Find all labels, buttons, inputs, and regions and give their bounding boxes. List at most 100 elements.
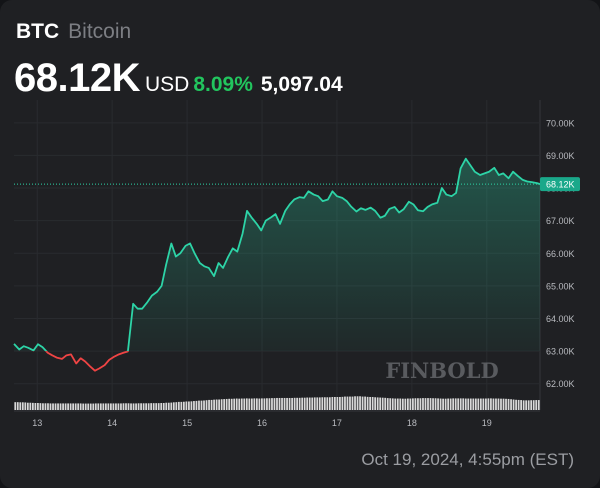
volume-bar [391,398,394,410]
volume-bar [449,398,452,410]
volume-bar [258,398,261,410]
volume-bar [190,401,193,410]
volume-bar [122,403,125,410]
volume-bar [344,396,346,410]
volume-bar [527,400,530,410]
volume-bar [532,400,535,410]
volume-bar [125,403,127,410]
volume-bar [510,399,512,410]
volume-bar [462,398,465,410]
volume-bar [341,396,344,410]
volume-bar [44,403,47,410]
volume-bar [502,398,505,410]
volume-bar [495,398,497,410]
volume-bar [208,399,210,410]
x-tick-label: 17 [332,418,342,428]
volume-bar [99,403,102,410]
y-tick-label: 70.00K [546,118,575,128]
volume-bar [399,398,402,410]
volume-bar [437,398,439,410]
volume-bar [19,402,22,410]
volume-bar [102,403,105,410]
y-tick-label: 66.00K [546,249,575,259]
volume-bar [107,403,110,410]
volume-bar [487,398,490,410]
volume-bar [479,398,482,410]
volume-bar [464,398,467,410]
currency-label: USD [144,73,190,96]
volume-bar [469,398,472,410]
volume-bar [318,397,321,410]
volume-bar [42,403,44,410]
volume-bar [203,400,205,410]
volume-bar [412,398,414,410]
volume-bar [485,398,487,410]
volume-bar [339,396,341,410]
volume-bar [172,402,175,410]
volume-bar [16,402,19,410]
volume-bar [57,403,59,410]
finbold-watermark: FINBOLD [385,358,498,383]
volume-bar [39,403,42,410]
volume-bar [334,396,336,410]
volume-bar [404,398,407,410]
volume-bar [185,401,188,410]
volume-bar [225,398,228,410]
volume-bar [62,403,64,410]
volume-bar [177,401,180,410]
volume-bar [67,403,69,410]
volume-bar [235,398,238,410]
volume-bar [240,398,243,410]
volume-bar [472,398,475,410]
volume-bar [82,403,85,410]
volume-bar [147,403,150,410]
volume-bar [253,398,256,410]
volume-bar [444,398,447,410]
current-price: 68.12K [14,56,140,100]
volume-bar [298,397,301,410]
y-tick-label: 64.00K [546,314,575,324]
volume-bar [371,396,374,410]
volume-bar [351,396,354,410]
volume-bar [537,400,540,410]
volume-bar [170,402,173,410]
volume-bar [104,403,107,410]
volume-bar [74,403,77,410]
volume-bar [59,403,62,410]
volume-bar [401,398,404,410]
volume-bar [52,403,54,410]
asset-name: Bitcoin [68,20,132,43]
volume-bar [434,398,437,410]
volume-bar [477,398,480,410]
volume-bar [459,398,462,410]
volume-bar [165,402,168,410]
volume-bar [31,402,34,410]
x-axis-labels: 13 14 15 16 17 18 19 [32,418,492,428]
volume-bar [72,403,75,410]
volume-bar [316,397,319,410]
ticker-header: BTC Bitcoin [16,20,131,44]
volume-bar [474,398,477,410]
volume-bar [210,399,213,410]
volume-bar [92,403,95,410]
volume-bar [188,401,190,410]
volume-bar [271,398,273,410]
volume-bar [525,400,528,410]
volume-bar [120,403,122,410]
volume-bar [245,398,248,410]
volume-bar [167,402,170,410]
volume-bar [193,401,195,410]
volume-bar [218,399,220,410]
volume-bar [87,403,90,410]
volume-bar [406,398,409,410]
volume-bar [84,403,87,410]
volume-bar [364,396,366,410]
volume-bar [281,397,283,410]
volume-bar [321,397,324,410]
volume-bar [361,396,364,410]
volume-bar [454,398,457,410]
volume-bar [54,403,57,410]
volume-bar [336,396,339,410]
volume-bar [379,397,382,410]
